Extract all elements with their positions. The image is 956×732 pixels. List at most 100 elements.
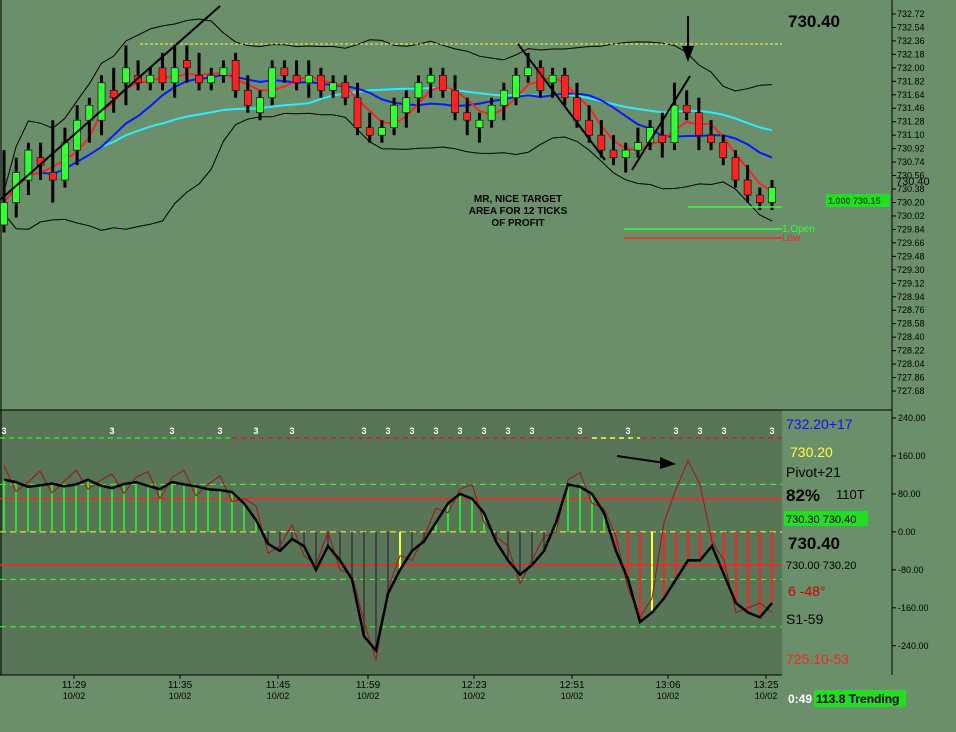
price-tick-label: 732.00 xyxy=(897,63,925,73)
price-tick-label: 728.94 xyxy=(897,292,925,302)
price-bar-down xyxy=(597,134,606,151)
time-tick-label: 13:06 xyxy=(655,680,680,691)
price-bars xyxy=(0,45,776,233)
moving-averages xyxy=(3,72,773,204)
status-box xyxy=(814,690,906,707)
time-tick-label: 11:29 xyxy=(62,680,87,691)
price-bar-down xyxy=(353,97,362,128)
label-deviation: 6 -48° xyxy=(788,583,826,599)
ma-slow-line xyxy=(3,86,773,204)
price-tick-label: 732.18 xyxy=(897,49,925,59)
count-marker: 3 xyxy=(409,426,414,436)
price-axis-ticks: 732.72 732.54 732.36 732.18 732.00 731.82 731.… xyxy=(892,9,925,396)
time-tick-label: 11:59 xyxy=(356,680,381,691)
price-bar-down xyxy=(365,127,374,136)
price-bar-down xyxy=(731,157,740,181)
price-bar-down xyxy=(560,75,569,99)
price-bar-up xyxy=(548,75,557,84)
count-marker: 3 xyxy=(385,426,390,436)
annotation-line-1: MR, NICE TARGET xyxy=(474,194,562,205)
price-tick-label: 731.10 xyxy=(897,130,925,140)
price-bar-up xyxy=(304,75,313,84)
target-annotation: MR, NICE TARGET AREA FOR 12 TICKS OF PRO… xyxy=(460,191,576,231)
target-price-box xyxy=(826,194,890,207)
price-bar-up xyxy=(390,104,398,128)
count-marker: 3 xyxy=(769,426,774,436)
green-box xyxy=(784,511,868,526)
price-bar-up xyxy=(256,97,264,114)
price-tick-label: 728.58 xyxy=(897,319,925,329)
status-time: 0:49 xyxy=(788,692,812,706)
price-bar-down xyxy=(451,89,459,114)
count-marker: 3 xyxy=(721,426,726,436)
osc-tick-label: 80.00 xyxy=(898,489,921,499)
price-tick-label: 729.48 xyxy=(897,251,925,261)
osc-tick-label: -80.00 xyxy=(898,565,924,575)
label-last: 730.40 xyxy=(788,534,840,553)
count-marker: 3 xyxy=(625,426,630,436)
date-tick-label: 10/02 xyxy=(657,691,680,701)
label-top-blue: 732.20+17 xyxy=(786,416,853,432)
count-marker: 3 xyxy=(169,426,174,436)
price-bar-down xyxy=(573,97,581,121)
time-tick-label: 12:51 xyxy=(559,680,584,691)
count-marker: 3 xyxy=(457,426,462,436)
price-bar-up xyxy=(426,75,435,84)
price-bar-up xyxy=(329,82,337,91)
trendline-up xyxy=(0,5,221,201)
price-bar-down xyxy=(609,149,618,158)
ma-fast-line xyxy=(3,72,773,204)
price-tick-label: 730.74 xyxy=(897,157,925,167)
osc-tick-label: 160.00 xyxy=(898,451,926,461)
price-bar-down xyxy=(463,112,472,121)
price-bar-up xyxy=(768,187,776,203)
count-marker: 3 xyxy=(673,426,678,436)
price-tick-label: 729.12 xyxy=(897,278,925,288)
bollinger-bands xyxy=(3,18,773,231)
label-low-red: 725.10-53 xyxy=(786,651,849,667)
date-tick-label: 10/02 xyxy=(357,691,380,701)
price-bar-up xyxy=(414,82,423,99)
count-markers: 3 3 3 3 3 3 3 3 3 3 3 3 3 3 3 3 3 3 3 3 xyxy=(0,426,782,439)
price-bar-down xyxy=(743,179,752,196)
price-bar-down xyxy=(109,89,118,99)
trendline-left xyxy=(517,43,606,161)
label-ticks: 110T xyxy=(836,487,865,502)
price-bar-down xyxy=(183,60,191,69)
osc-tick-label: -160.00 xyxy=(898,603,929,613)
price-bar-up xyxy=(219,67,228,76)
price-bar-up xyxy=(487,104,496,121)
price-tick-label: 732.54 xyxy=(897,22,925,32)
time-tick-label: 12:23 xyxy=(461,680,486,691)
date-tick-label: 10/02 xyxy=(63,691,86,701)
price-bar-up xyxy=(402,97,411,114)
price-tick-label: 728.22 xyxy=(897,346,925,356)
price-tick-label: 729.66 xyxy=(897,238,925,248)
target-price-label: 1.000 730.15 xyxy=(828,196,881,206)
price-tick-label: 731.46 xyxy=(897,103,925,113)
price-bar-up xyxy=(670,104,679,143)
lower-band xyxy=(3,112,773,231)
count-marker: 3 xyxy=(1,426,6,436)
time-axis-ticks: 11:2910/0211:3510/0211:4510/0211:5910/02… xyxy=(62,675,779,701)
price-tick-label: 730.20 xyxy=(897,198,925,208)
price-bar-down xyxy=(682,104,691,114)
label-support: S1-59 xyxy=(786,611,824,627)
price-bar-up xyxy=(634,142,642,151)
annotation-bg xyxy=(460,191,576,231)
osc-tick-label: -240.00 xyxy=(898,641,929,651)
count-marker: 3 xyxy=(217,426,222,436)
count-marker: 3 xyxy=(433,426,438,436)
time-tick-label: 11:45 xyxy=(266,680,291,691)
last-price: 730.40 xyxy=(788,12,840,31)
count-marker: 3 xyxy=(253,426,258,436)
count-marker: 3 xyxy=(697,426,702,436)
price-tick-label: 729.84 xyxy=(897,224,925,234)
price-bar-down xyxy=(244,89,252,106)
price-bar-down xyxy=(695,112,703,136)
price-tick-label: 732.36 xyxy=(897,36,925,46)
price-bar-down xyxy=(292,75,301,84)
price-tick-label: 728.76 xyxy=(897,305,925,315)
